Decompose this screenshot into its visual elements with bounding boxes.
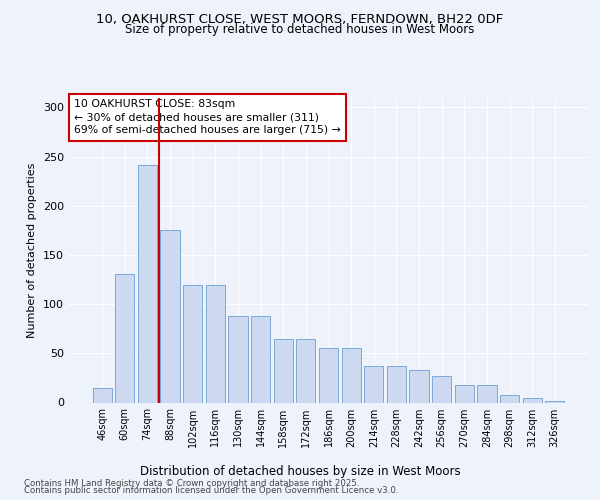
Bar — [409, 370, 428, 402]
Bar — [545, 400, 565, 402]
Bar — [341, 348, 361, 403]
Text: 10, OAKHURST CLOSE, WEST MOORS, FERNDOWN, BH22 0DF: 10, OAKHURST CLOSE, WEST MOORS, FERNDOWN… — [97, 12, 503, 26]
Bar — [477, 385, 497, 402]
Bar — [115, 274, 134, 402]
Bar — [432, 376, 451, 402]
Bar — [500, 394, 519, 402]
Bar — [455, 385, 474, 402]
Bar — [364, 366, 383, 403]
Y-axis label: Number of detached properties: Number of detached properties — [28, 162, 37, 338]
Text: Distribution of detached houses by size in West Moors: Distribution of detached houses by size … — [140, 464, 460, 477]
Bar — [138, 166, 157, 402]
Bar — [387, 366, 406, 403]
Bar — [229, 316, 248, 402]
Text: 10 OAKHURST CLOSE: 83sqm
← 30% of detached houses are smaller (311)
69% of semi-: 10 OAKHURST CLOSE: 83sqm ← 30% of detach… — [74, 99, 341, 136]
Text: Size of property relative to detached houses in West Moors: Size of property relative to detached ho… — [125, 22, 475, 36]
Bar — [160, 230, 180, 402]
Text: Contains public sector information licensed under the Open Government Licence v3: Contains public sector information licen… — [24, 486, 398, 495]
Bar — [296, 338, 316, 402]
Bar — [319, 348, 338, 403]
Bar — [274, 338, 293, 402]
Bar — [183, 286, 202, 403]
Bar — [92, 388, 112, 402]
Bar — [206, 286, 225, 403]
Bar — [523, 398, 542, 402]
Bar — [251, 316, 270, 402]
Text: Contains HM Land Registry data © Crown copyright and database right 2025.: Contains HM Land Registry data © Crown c… — [24, 478, 359, 488]
